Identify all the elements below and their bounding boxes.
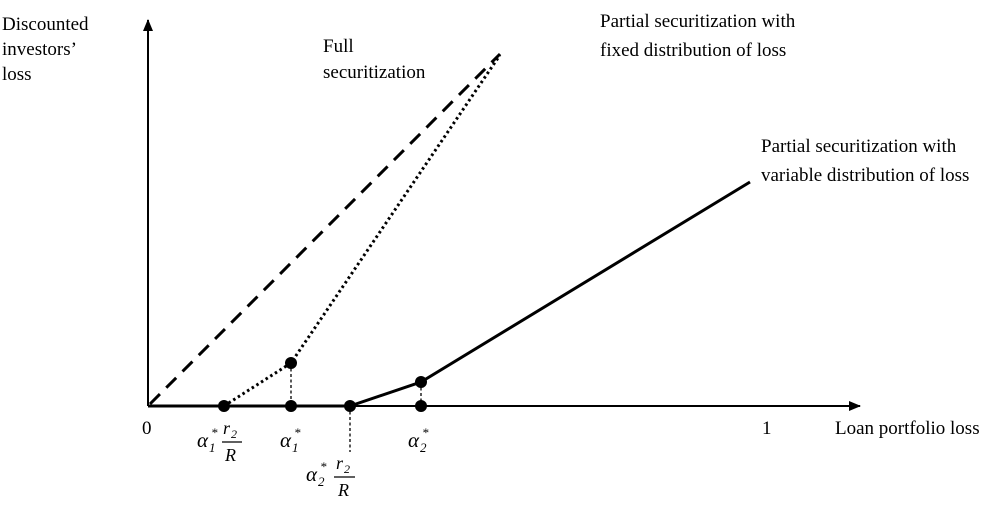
full-securitization-label: Full securitization	[323, 36, 426, 83]
tick-label-alpha2-r2-over-R: α 2 * r 2 R	[306, 453, 355, 500]
origin-label: 0	[142, 418, 152, 439]
svg-text:*: *	[211, 425, 218, 440]
svg-text:2: 2	[231, 427, 237, 441]
svg-text:α: α	[306, 462, 318, 486]
fixed-distribution-label: Partial securitization with fixed distri…	[600, 11, 800, 61]
y-axis-label: Discounted investors’ loss	[2, 14, 93, 85]
fixed-distribution-line	[223, 54, 502, 408]
full-securitization-line	[148, 52, 502, 406]
svg-text:1: 1	[292, 440, 299, 455]
svg-text:*: *	[422, 425, 429, 440]
tick-label-alpha2: α 2 *	[408, 425, 429, 455]
variable-distribution-label: Partial securitization with variable dis…	[761, 136, 969, 186]
variable-distribution-line	[148, 180, 751, 408]
svg-text:2: 2	[318, 474, 325, 489]
svg-text:α: α	[197, 428, 209, 452]
svg-text:α: α	[280, 428, 292, 452]
point-a1-curve	[285, 357, 297, 369]
svg-text:1: 1	[209, 440, 216, 455]
svg-text:*: *	[294, 425, 301, 440]
tick-label-alpha1-r2-over-R: α 1 * r 2 R	[197, 418, 242, 465]
svg-text:2: 2	[344, 462, 350, 476]
point-a2r2R-axis	[344, 400, 356, 412]
svg-text:r: r	[336, 453, 344, 473]
tick-label-alpha1: α 1 *	[280, 425, 301, 455]
point-a1-axis	[285, 400, 297, 412]
svg-text:R: R	[337, 480, 349, 500]
svg-text:r: r	[223, 418, 231, 438]
svg-text:R: R	[224, 445, 236, 465]
point-a2-curve	[415, 376, 427, 388]
svg-text:2: 2	[420, 440, 427, 455]
x-end-label: 1	[762, 418, 772, 439]
point-a1r2R-axis	[218, 400, 230, 412]
x-axis-label: Loan portfolio loss	[835, 418, 980, 439]
svg-text:*: *	[320, 459, 327, 474]
svg-text:α: α	[408, 428, 420, 452]
point-a2-axis	[415, 400, 427, 412]
